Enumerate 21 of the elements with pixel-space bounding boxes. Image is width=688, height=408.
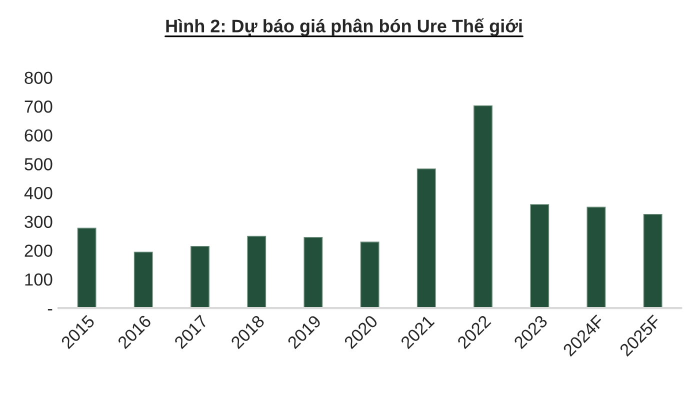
y-tick-label: 500 (24, 158, 52, 170)
y-tick-label: 100 (25, 273, 52, 286)
bar (190, 246, 210, 308)
y-tick-label: 700 (24, 100, 52, 113)
bar (77, 228, 96, 308)
bar (416, 168, 436, 308)
bar (360, 242, 380, 308)
y-tick-label: 300 (24, 216, 52, 228)
bar (134, 252, 153, 308)
bar (247, 236, 266, 308)
chart-title: Hình 2: Dự báo giá phân bón Ure Thế giới (166, 18, 522, 36)
y-tick-label: 200 (24, 244, 52, 257)
y-tick-label: 400 (24, 186, 52, 200)
bar (474, 105, 492, 308)
bar (530, 204, 550, 308)
y-tick-label: 800 (24, 72, 52, 84)
y-tick-label: 600 (24, 129, 52, 142)
bar (304, 237, 323, 308)
y-tick-label: - (48, 309, 52, 310)
bar (643, 214, 662, 308)
bar (586, 206, 606, 308)
